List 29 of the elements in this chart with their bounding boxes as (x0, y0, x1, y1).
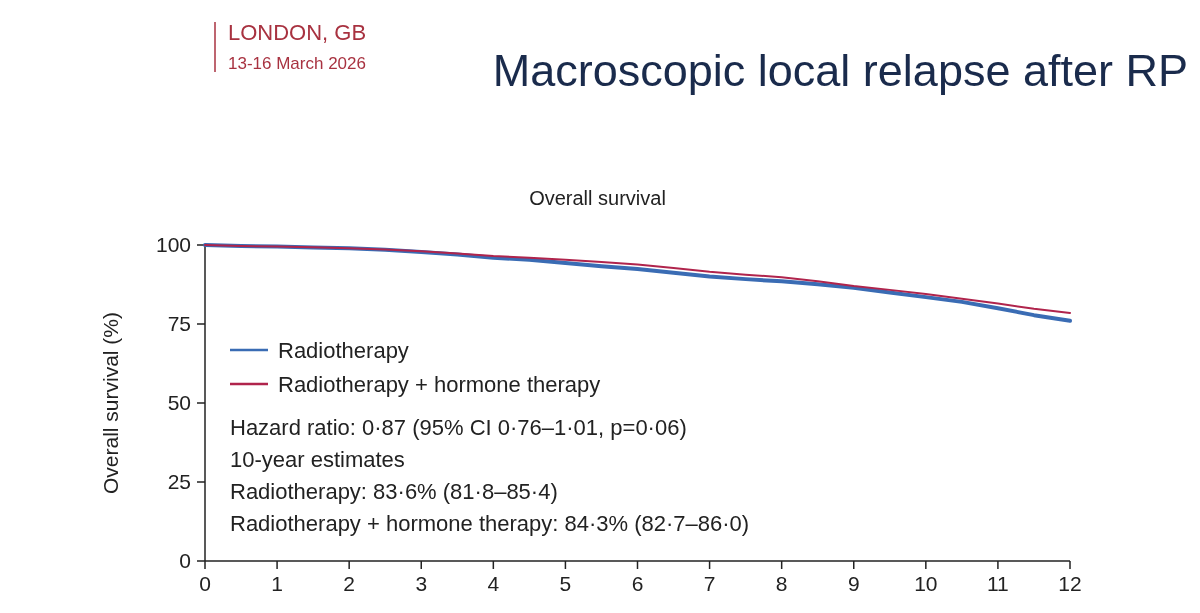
y-tick-label: 75 (167, 312, 191, 336)
x-tick-label: 0 (199, 572, 211, 595)
text: LONDON, GB (228, 20, 367, 45)
annotation: Radiotherapy: 83·6% (81·8–85·4) (230, 479, 558, 504)
annotation: Hazard ratio: 0·87 (95% CI 0·76–1·01, p=0·06) (230, 415, 687, 440)
x-tick-label: 6 (631, 572, 644, 595)
x-tick-label: 7 (703, 572, 716, 595)
x-tick-label: 4 (487, 572, 500, 595)
x-tick-label: 8 (775, 572, 788, 595)
x-tick-label: 9 (847, 572, 860, 595)
chart-subtitle: Overall survival (529, 187, 666, 209)
text: 13-16 March 2026 (228, 54, 366, 73)
x-tick-label: 3 (415, 572, 428, 595)
x-tick-label: 1 (271, 572, 283, 595)
x-tick-label: 10 (914, 572, 938, 595)
chart-title: Macroscopic local relapse after RP (492, 45, 1188, 96)
y-axis-title: Overall survival (%) (99, 311, 122, 495)
y-tick-label: 25 (167, 470, 191, 494)
y-tick-label: 100 (155, 233, 191, 257)
legend-label: Radiotherapy + hormone therapy (278, 371, 601, 397)
x-tick-label: 12 (1058, 572, 1082, 595)
legend-label: Radiotherapy (278, 337, 409, 363)
x-tick-label: 11 (987, 572, 1009, 595)
y-tick-label: 50 (167, 391, 191, 415)
annotation: 10-year estimates (230, 447, 405, 472)
y-tick-label: 0 (179, 549, 191, 573)
annotation: Radiotherapy + hormone therapy: 84·3% (82·7–86·0) (230, 511, 750, 536)
x-tick-label: 5 (559, 572, 572, 595)
x-tick-label: 2 (343, 572, 356, 595)
